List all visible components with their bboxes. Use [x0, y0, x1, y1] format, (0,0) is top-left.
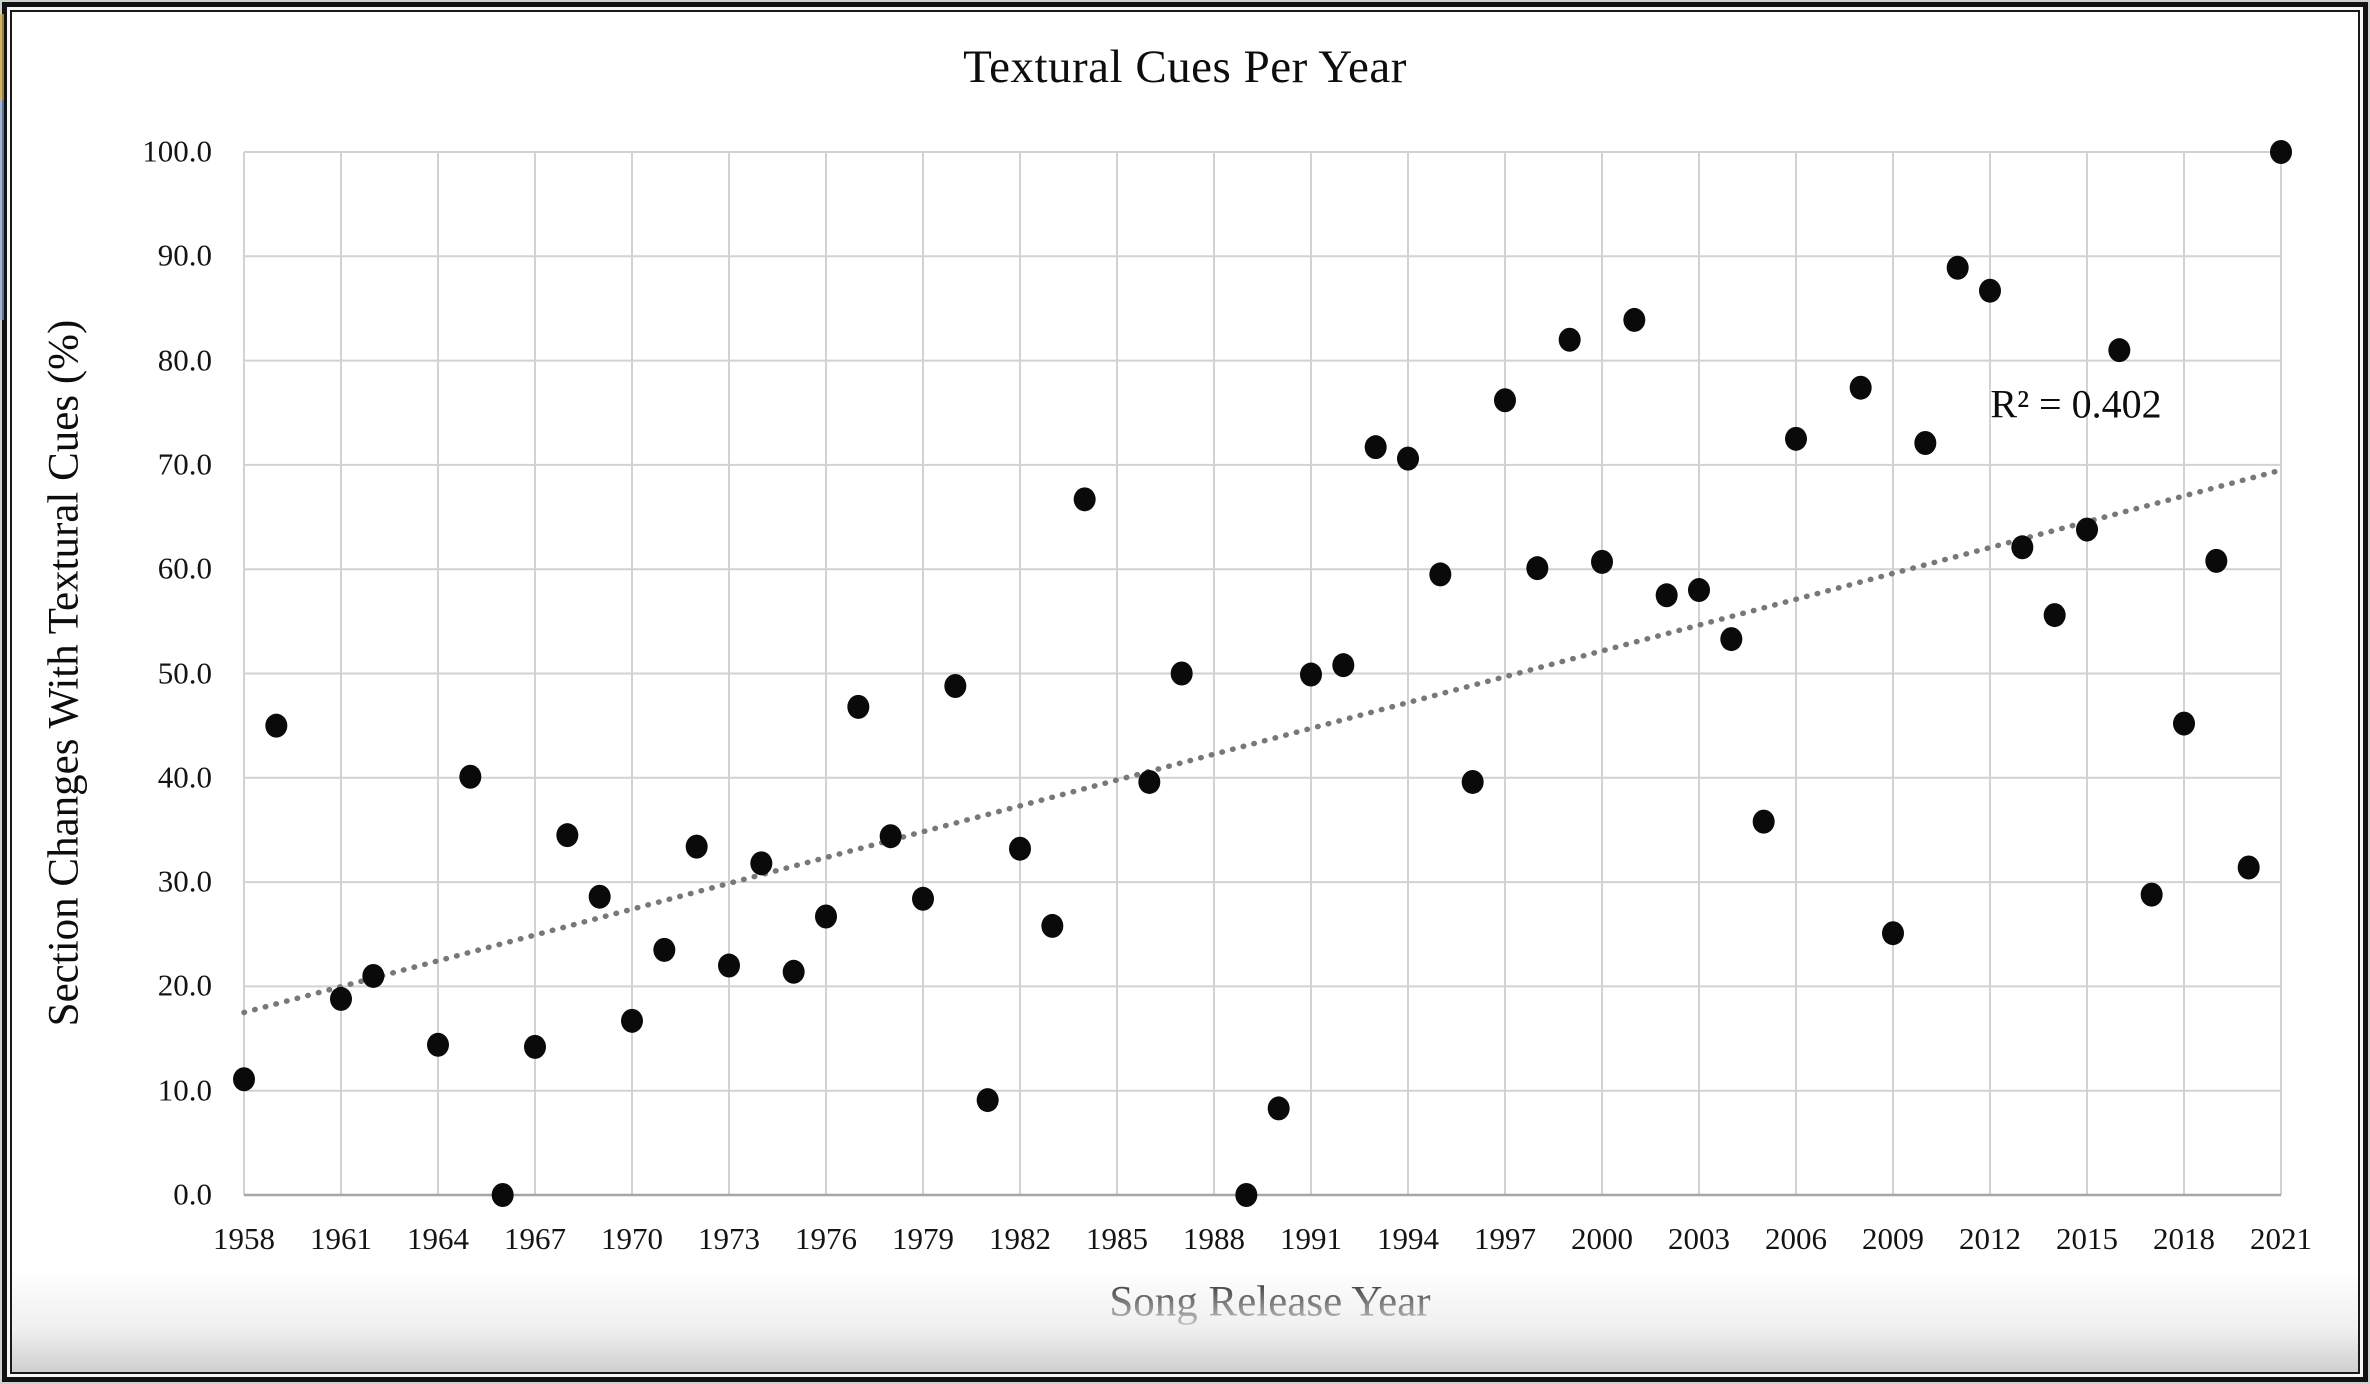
data-point — [556, 823, 579, 848]
x-tick-label: 1982 — [989, 1221, 1051, 1256]
data-point — [1720, 627, 1743, 652]
x-tick-label: 1988 — [1183, 1221, 1245, 1256]
x-tick-label: 2018 — [2153, 1221, 2215, 1256]
y-tick-label: 10.0 — [157, 1071, 212, 1107]
data-point — [1397, 446, 1419, 471]
x-tick-label: 1973 — [698, 1221, 760, 1256]
x-tick-label: 2015 — [2056, 1221, 2118, 1256]
data-point — [330, 986, 352, 1011]
x-tick-label: 1961 — [310, 1221, 372, 1256]
data-point — [1882, 921, 1904, 946]
data-point — [2043, 603, 2066, 628]
data-point — [815, 904, 837, 929]
data-point — [912, 886, 934, 911]
data-point — [1979, 278, 2001, 303]
x-tick-label: 1958 — [213, 1221, 275, 1256]
data-point — [1170, 661, 1193, 686]
data-point — [1688, 578, 1710, 603]
data-point — [2237, 855, 2260, 880]
data-point — [1009, 836, 1031, 861]
chart-title: Textural Cues Per Year — [963, 41, 1407, 93]
data-point — [2140, 882, 2163, 907]
data-point — [1429, 562, 1452, 587]
data-point — [976, 1088, 999, 1113]
data-point — [524, 1034, 546, 1059]
data-point — [1526, 556, 1549, 581]
data-point — [362, 963, 385, 988]
data-point — [1623, 307, 1646, 332]
y-axis-title: Section Changes With Textural Cues (%) — [40, 319, 88, 1027]
data-point — [1914, 430, 1937, 455]
data-point — [1300, 662, 1322, 687]
data-point — [1041, 913, 1064, 938]
data-point — [685, 834, 708, 859]
x-tick-label: 1985 — [1086, 1221, 1148, 1256]
data-point — [653, 937, 676, 962]
x-tick-label: 2000 — [1571, 1221, 1633, 1256]
x-tick-label: 1970 — [601, 1221, 663, 1256]
x-tick-label: 1979 — [892, 1221, 954, 1256]
data-point — [427, 1032, 449, 1057]
data-point — [2108, 338, 2131, 363]
data-point — [1364, 435, 1387, 460]
data-point — [1332, 653, 1355, 678]
data-point — [1558, 327, 1581, 352]
x-tick-label: 1967 — [504, 1221, 566, 1256]
data-point — [1461, 769, 1484, 794]
r-squared-label: R² = 0.402 — [1990, 381, 2162, 427]
y-tick-label: 100.0 — [142, 133, 212, 169]
y-tick-label: 60.0 — [157, 550, 212, 586]
x-tick-label: 1976 — [795, 1221, 857, 1256]
data-point — [2205, 548, 2228, 573]
data-point — [2076, 517, 2098, 542]
data-point — [1752, 809, 1775, 834]
data-point — [1946, 255, 1969, 280]
data-point — [750, 851, 773, 876]
y-tick-label: 0.0 — [173, 1176, 212, 1212]
x-tick-label: 1994 — [1377, 1221, 1439, 1256]
x-tick-label: 1964 — [407, 1221, 469, 1256]
data-point — [879, 824, 902, 849]
data-point — [233, 1067, 255, 1092]
data-point — [1138, 769, 1161, 794]
data-point — [2270, 140, 2292, 164]
y-tick-label: 50.0 — [157, 654, 212, 690]
data-point — [1785, 426, 1807, 451]
y-tick-label: 20.0 — [157, 967, 212, 1003]
x-tick-label: 2009 — [1862, 1221, 1924, 1256]
trendline — [241, 467, 2284, 1016]
data-point — [1591, 549, 1613, 574]
data-point — [1267, 1096, 1290, 1121]
x-tick-label: 2003 — [1668, 1221, 1730, 1256]
x-tick-label: 1997 — [1474, 1221, 1536, 1256]
data-point — [2011, 535, 2034, 560]
y-tick-label: 80.0 — [157, 341, 212, 377]
y-tick-label: 70.0 — [157, 446, 212, 482]
data-point — [1073, 487, 1096, 512]
data-point — [1655, 583, 1678, 608]
data-point — [944, 674, 967, 699]
data-point — [491, 1183, 514, 1207]
x-axis-title: Song Release Year — [1109, 1278, 1431, 1326]
y-tick-label: 40.0 — [157, 759, 212, 795]
x-tick-label: 2006 — [1765, 1221, 1827, 1256]
x-tick-label: 2021 — [2250, 1221, 2312, 1256]
data-point — [1494, 388, 1516, 413]
data-point — [2173, 711, 2195, 736]
data-point — [718, 953, 740, 978]
x-tick-label: 1991 — [1280, 1221, 1342, 1256]
data-point — [588, 884, 611, 909]
y-tick-label: 90.0 — [157, 237, 212, 273]
data-point — [847, 694, 870, 719]
y-tick-label: 30.0 — [157, 863, 212, 899]
data-point — [621, 1008, 643, 1033]
x-tick-label: 2012 — [1959, 1221, 2021, 1256]
data-point — [265, 713, 288, 738]
data-point — [1235, 1183, 1258, 1207]
data-point — [782, 959, 805, 984]
data-point — [1849, 375, 1872, 400]
data-point — [459, 764, 482, 789]
